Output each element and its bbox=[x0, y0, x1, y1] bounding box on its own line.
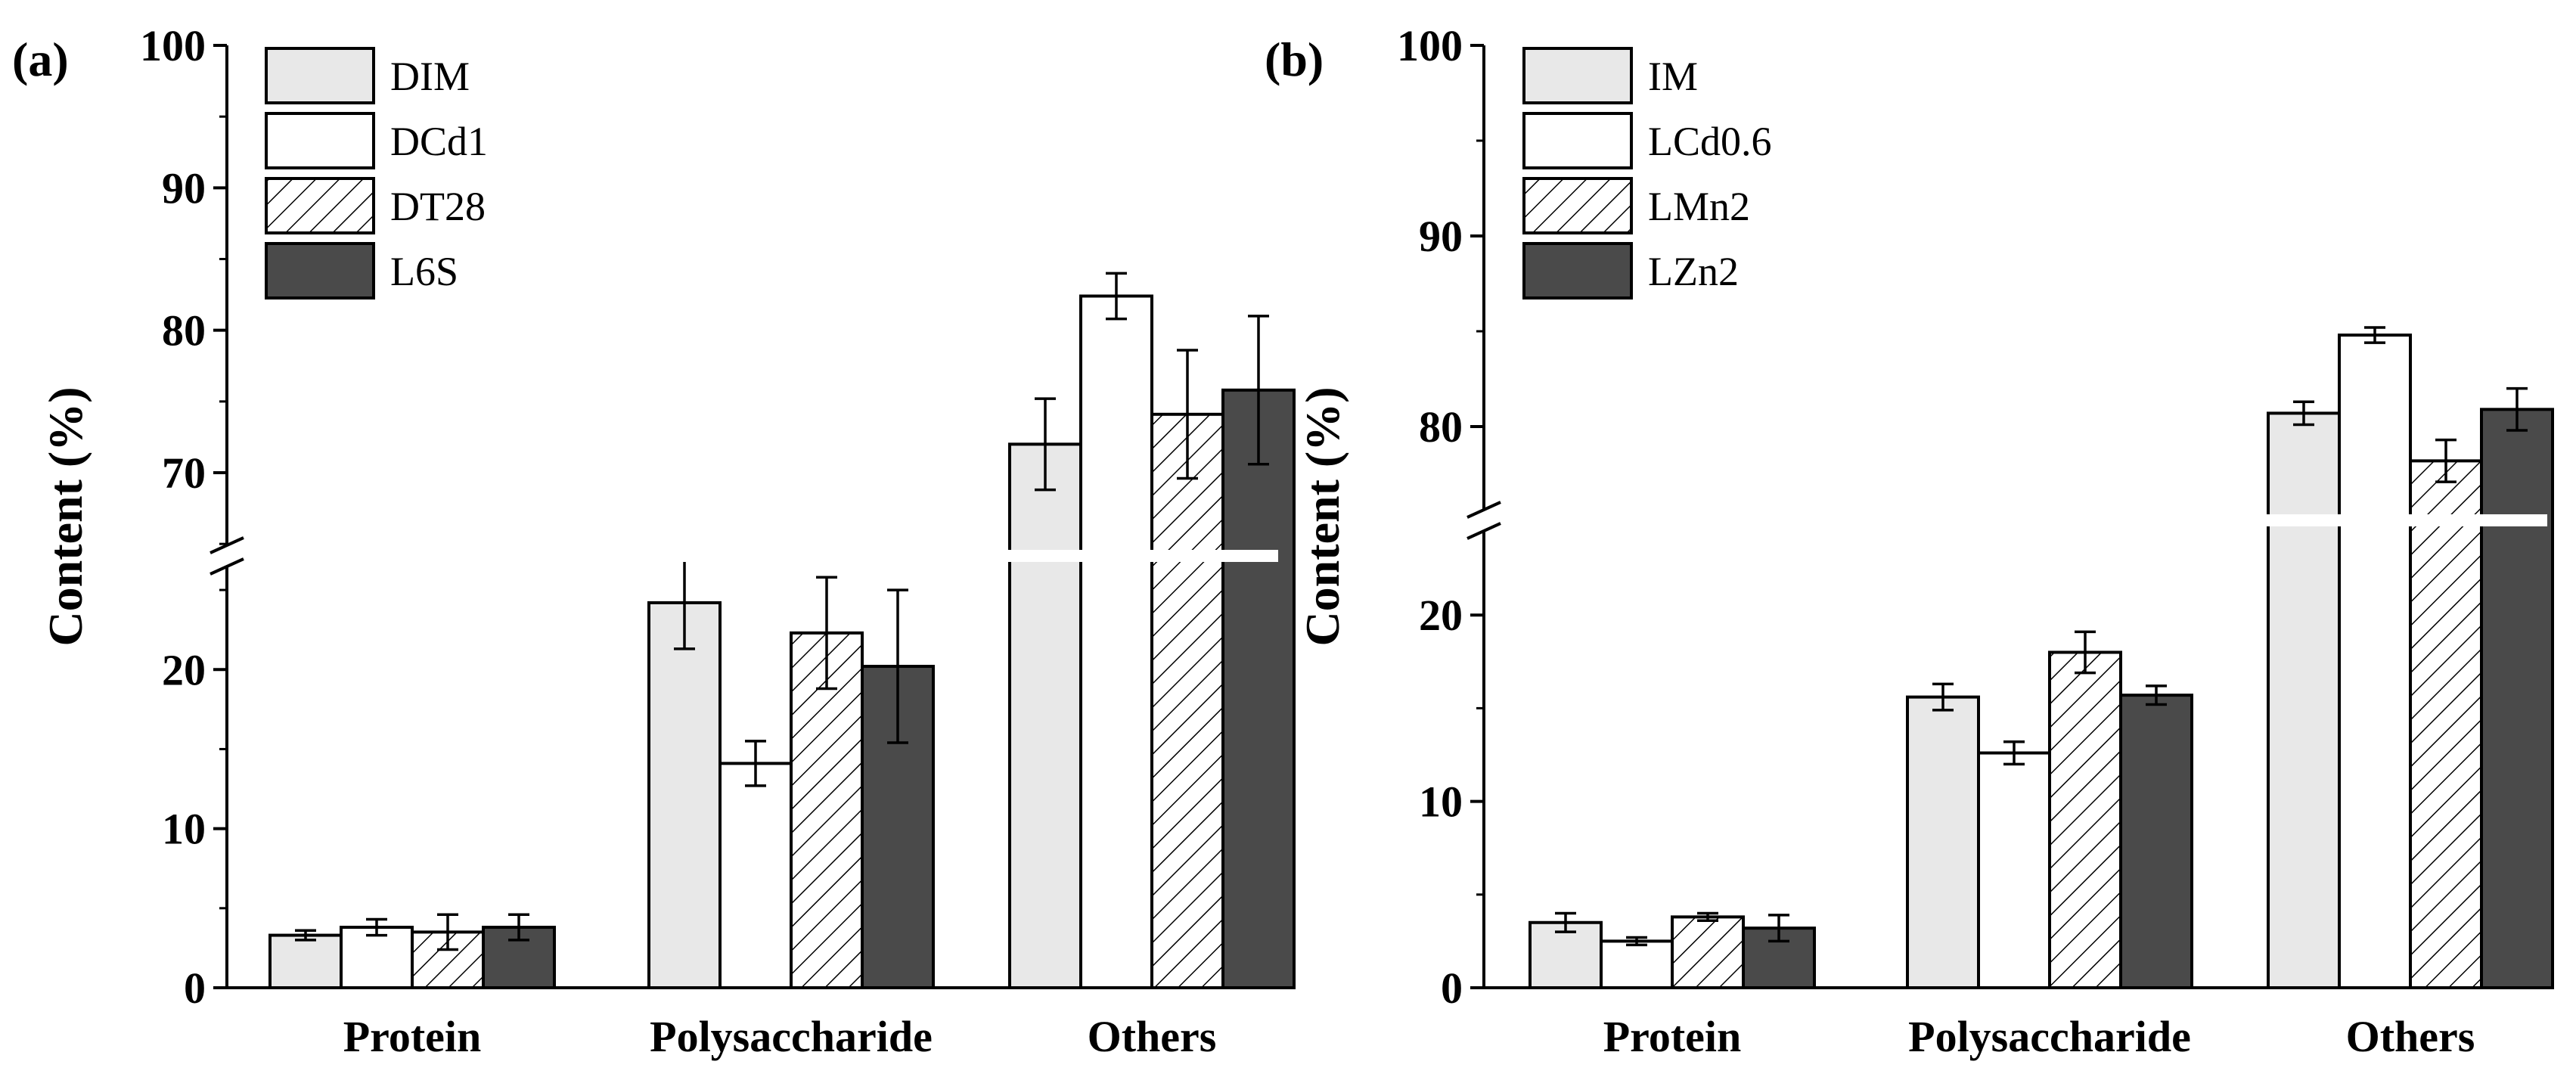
y-tick-label: 0 bbox=[184, 964, 206, 1013]
legend-label: LCd0.6 bbox=[1648, 119, 1772, 164]
legend-label: LMn2 bbox=[1648, 184, 1750, 229]
y-tick-label: 10 bbox=[1419, 777, 1463, 827]
y-tick-label: 0 bbox=[1441, 964, 1463, 1013]
bar-im-others bbox=[2267, 411, 2341, 989]
legend-swatch-dcd1 bbox=[265, 112, 375, 169]
axis-break-mark bbox=[209, 557, 244, 576]
legend-label: DCd1 bbox=[390, 119, 488, 164]
legend-label: LZn2 bbox=[1648, 249, 1739, 294]
bar-im-protein bbox=[1529, 920, 1603, 990]
legend-label: IM bbox=[1648, 54, 1698, 99]
bar-lmn2-protein bbox=[1671, 915, 1745, 990]
bar-dcd1-protein bbox=[340, 926, 414, 989]
bar-lmn2-polysaccharide bbox=[2048, 650, 2122, 989]
panel-label: (b) bbox=[1265, 33, 1324, 86]
y-tick-label: 20 bbox=[1419, 591, 1463, 640]
legend-swatch-im bbox=[1522, 47, 1633, 104]
bar-lzn2-others bbox=[2480, 408, 2554, 989]
x-category-label: Protein bbox=[343, 1012, 482, 1061]
y-tick-label: 80 bbox=[1419, 402, 1463, 452]
x-category-label: Protein bbox=[1603, 1012, 1742, 1061]
legend-label: DT28 bbox=[390, 184, 486, 229]
y-tick-label: 80 bbox=[162, 306, 206, 355]
legend-label: L6S bbox=[390, 249, 458, 294]
bar-dim-polysaccharide bbox=[647, 601, 722, 989]
chart-panel-b: Protein Polysaccharide Others 80 90 100 0 10 20 C… bbox=[1265, 21, 2554, 1061]
bar-dcd1-others bbox=[1079, 294, 1153, 989]
axis-break-mark bbox=[209, 536, 244, 554]
bar-dim-others bbox=[1008, 442, 1082, 989]
chart-panel-a: Protein Polysaccharide Others 70 80 90 100 0 10 2… bbox=[12, 21, 1296, 1061]
axis-break-gap bbox=[231, 550, 1278, 562]
bar-lcd06-polysaccharide bbox=[1977, 751, 2051, 989]
bar-lcd06-protein bbox=[1600, 939, 1674, 990]
panel-label: (a) bbox=[12, 33, 69, 86]
bar-lmn2-others bbox=[2409, 459, 2483, 989]
y-tick-label: 100 bbox=[140, 21, 206, 70]
y-tick-label: 90 bbox=[1419, 212, 1463, 261]
x-category-label: Others bbox=[1088, 1012, 1217, 1061]
y-tick-label: 20 bbox=[162, 645, 206, 694]
bar-l6s-others bbox=[1221, 388, 1296, 989]
y-axis-title: Content (%) bbox=[39, 386, 92, 646]
legend-label: DIM bbox=[390, 54, 470, 99]
y-tick-label: 100 bbox=[1397, 21, 1463, 70]
legend-swatch-lcd06 bbox=[1522, 112, 1633, 169]
x-category-label: Polysaccharide bbox=[650, 1012, 933, 1061]
legend-swatch-lmn2 bbox=[1522, 177, 1633, 234]
axis-break-gap bbox=[1488, 514, 2547, 526]
y-tick-label: 70 bbox=[162, 448, 206, 498]
bar-dt28-others bbox=[1150, 412, 1224, 989]
legend-swatch-dim bbox=[265, 47, 375, 104]
legend-swatch-dt28 bbox=[265, 177, 375, 234]
y-tick-label: 90 bbox=[162, 163, 206, 213]
bar-dim-protein bbox=[268, 933, 343, 989]
bar-lzn2-polysaccharide bbox=[2119, 694, 2193, 989]
legend-swatch-l6s bbox=[265, 242, 375, 300]
bar-lcd06-others bbox=[2338, 334, 2412, 990]
bar-dcd1-polysaccharide bbox=[718, 762, 793, 990]
legend-swatch-lzn2 bbox=[1522, 242, 1633, 300]
y-axis-title: Content (%) bbox=[1296, 386, 1349, 646]
y-tick-label: 10 bbox=[162, 805, 206, 854]
axis-break-mark bbox=[1466, 501, 1501, 519]
x-category-label: Polysaccharide bbox=[1908, 1012, 2191, 1061]
x-category-label: Others bbox=[2346, 1012, 2475, 1061]
axis-break-mark bbox=[1466, 522, 1501, 540]
bar-im-polysaccharide bbox=[1906, 695, 1980, 990]
